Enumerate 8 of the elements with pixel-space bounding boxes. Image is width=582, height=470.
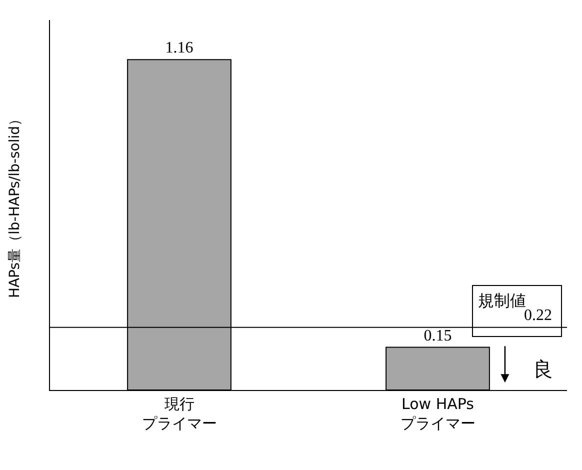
data-label: 1.16 — [165, 40, 194, 57]
y-axis-title: HAPs量（lb-HAPs/lb-solid） — [7, 112, 23, 298]
data-label: 0.15 — [424, 327, 452, 344]
annotation: 0.22 — [524, 307, 552, 324]
ref-line-label: 規制値 — [478, 291, 526, 310]
annotation: 良 — [533, 357, 553, 381]
x-tick-label: Low HAPsプライマー — [400, 395, 476, 432]
x-tick-label: 現行プライマー — [142, 395, 217, 432]
